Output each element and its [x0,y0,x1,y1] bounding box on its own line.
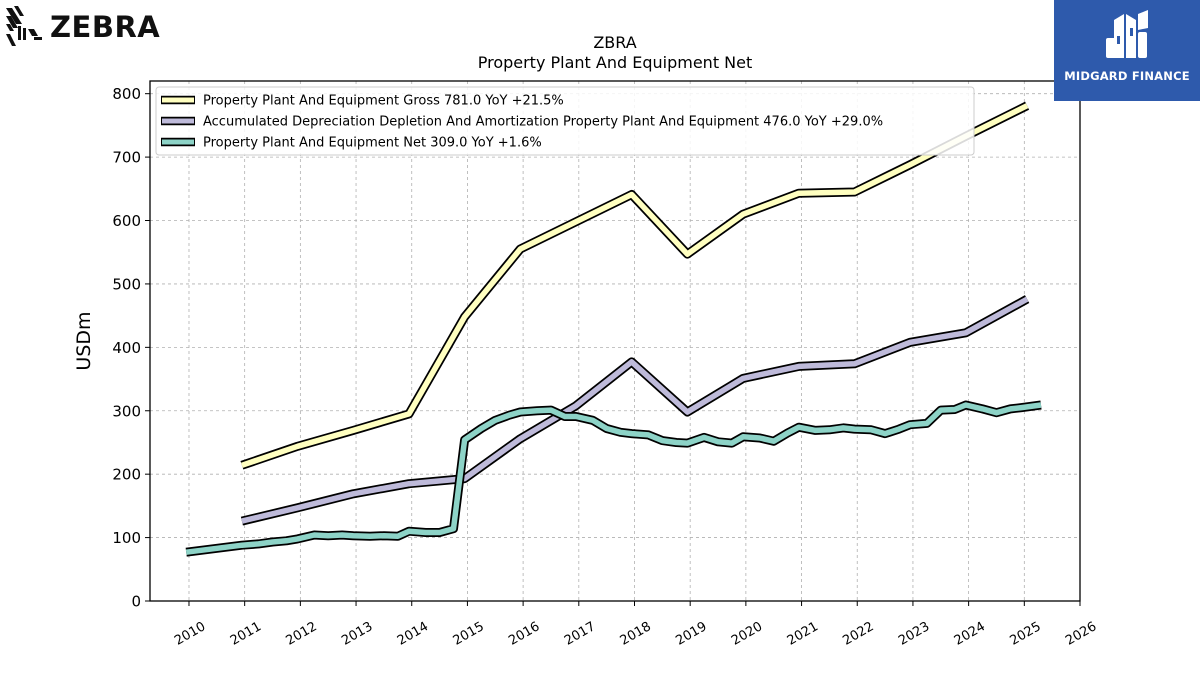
y-tick-label: 300 [112,402,141,420]
chart-subtitle: Property Plant And Equipment Net [478,53,753,72]
plot-frame [149,80,1081,602]
series-line-outline-1 [240,295,1030,526]
x-tick-label: 2021 [785,619,821,649]
x-tick-label: 2010 [172,619,208,649]
x-tick-label: 2024 [952,619,988,649]
x-tick-label: 2019 [673,619,709,649]
legend: Property Plant And Equipment Gross 781.0… [155,86,975,156]
series-line-0 [241,103,1029,468]
y-tick-label: 200 [112,466,141,484]
series-lines [185,101,1042,557]
x-tick-label: 2016 [506,619,542,649]
x-tick-label: 2026 [1063,619,1099,649]
y-tick-label: 400 [112,339,141,357]
y-tick-label: 500 [112,275,141,293]
y-tick-label: 700 [112,149,141,167]
x-tick-label: 2022 [840,619,876,649]
zebra-logo: ZEBRA [4,4,160,50]
x-tick-label: 2015 [451,619,487,649]
y-tick-label: 600 [112,212,141,230]
y-tick-label: 100 [112,529,141,547]
y-axis-label: USDm [73,311,95,370]
legend-label-2: Property Plant And Equipment Net 309.0 Y… [203,136,542,151]
x-tick-label: 2025 [1007,619,1043,649]
zebra-head-icon [6,6,42,46]
chart-title: ZBRA [593,33,636,52]
legend-label-0: Property Plant And Equipment Gross 781.0… [203,94,564,109]
legend-label-1: Accumulated Depreciation Depletion And A… [203,115,883,130]
axes: 0 100 200 300 400 500 600 700 800 2010 2011 2012 201… [112,85,1099,649]
y-tick-label: 0 [131,593,141,611]
x-tick-label: 2020 [729,619,765,649]
x-tick-label: 2018 [618,619,654,649]
midgard-emblem-icon [1106,10,1148,58]
x-tick-label: 2023 [896,619,932,649]
x-tick-label: 2012 [284,619,320,649]
x-tick-label: 2011 [228,619,264,649]
x-tick-label: 2013 [339,619,375,649]
legend-box [155,86,975,156]
watermark-text: MIDGARD FINANCE [1064,69,1190,83]
series-line-2 [185,402,1042,555]
series-line-1 [241,296,1029,524]
x-tick-label: 2017 [562,619,598,649]
midgard-finance-logo: MIDGARD FINANCE [1054,0,1200,101]
y-tick-label: 800 [112,85,141,103]
x-tick-label: 2014 [395,619,431,649]
company-logo-text: ZEBRA [50,10,161,44]
